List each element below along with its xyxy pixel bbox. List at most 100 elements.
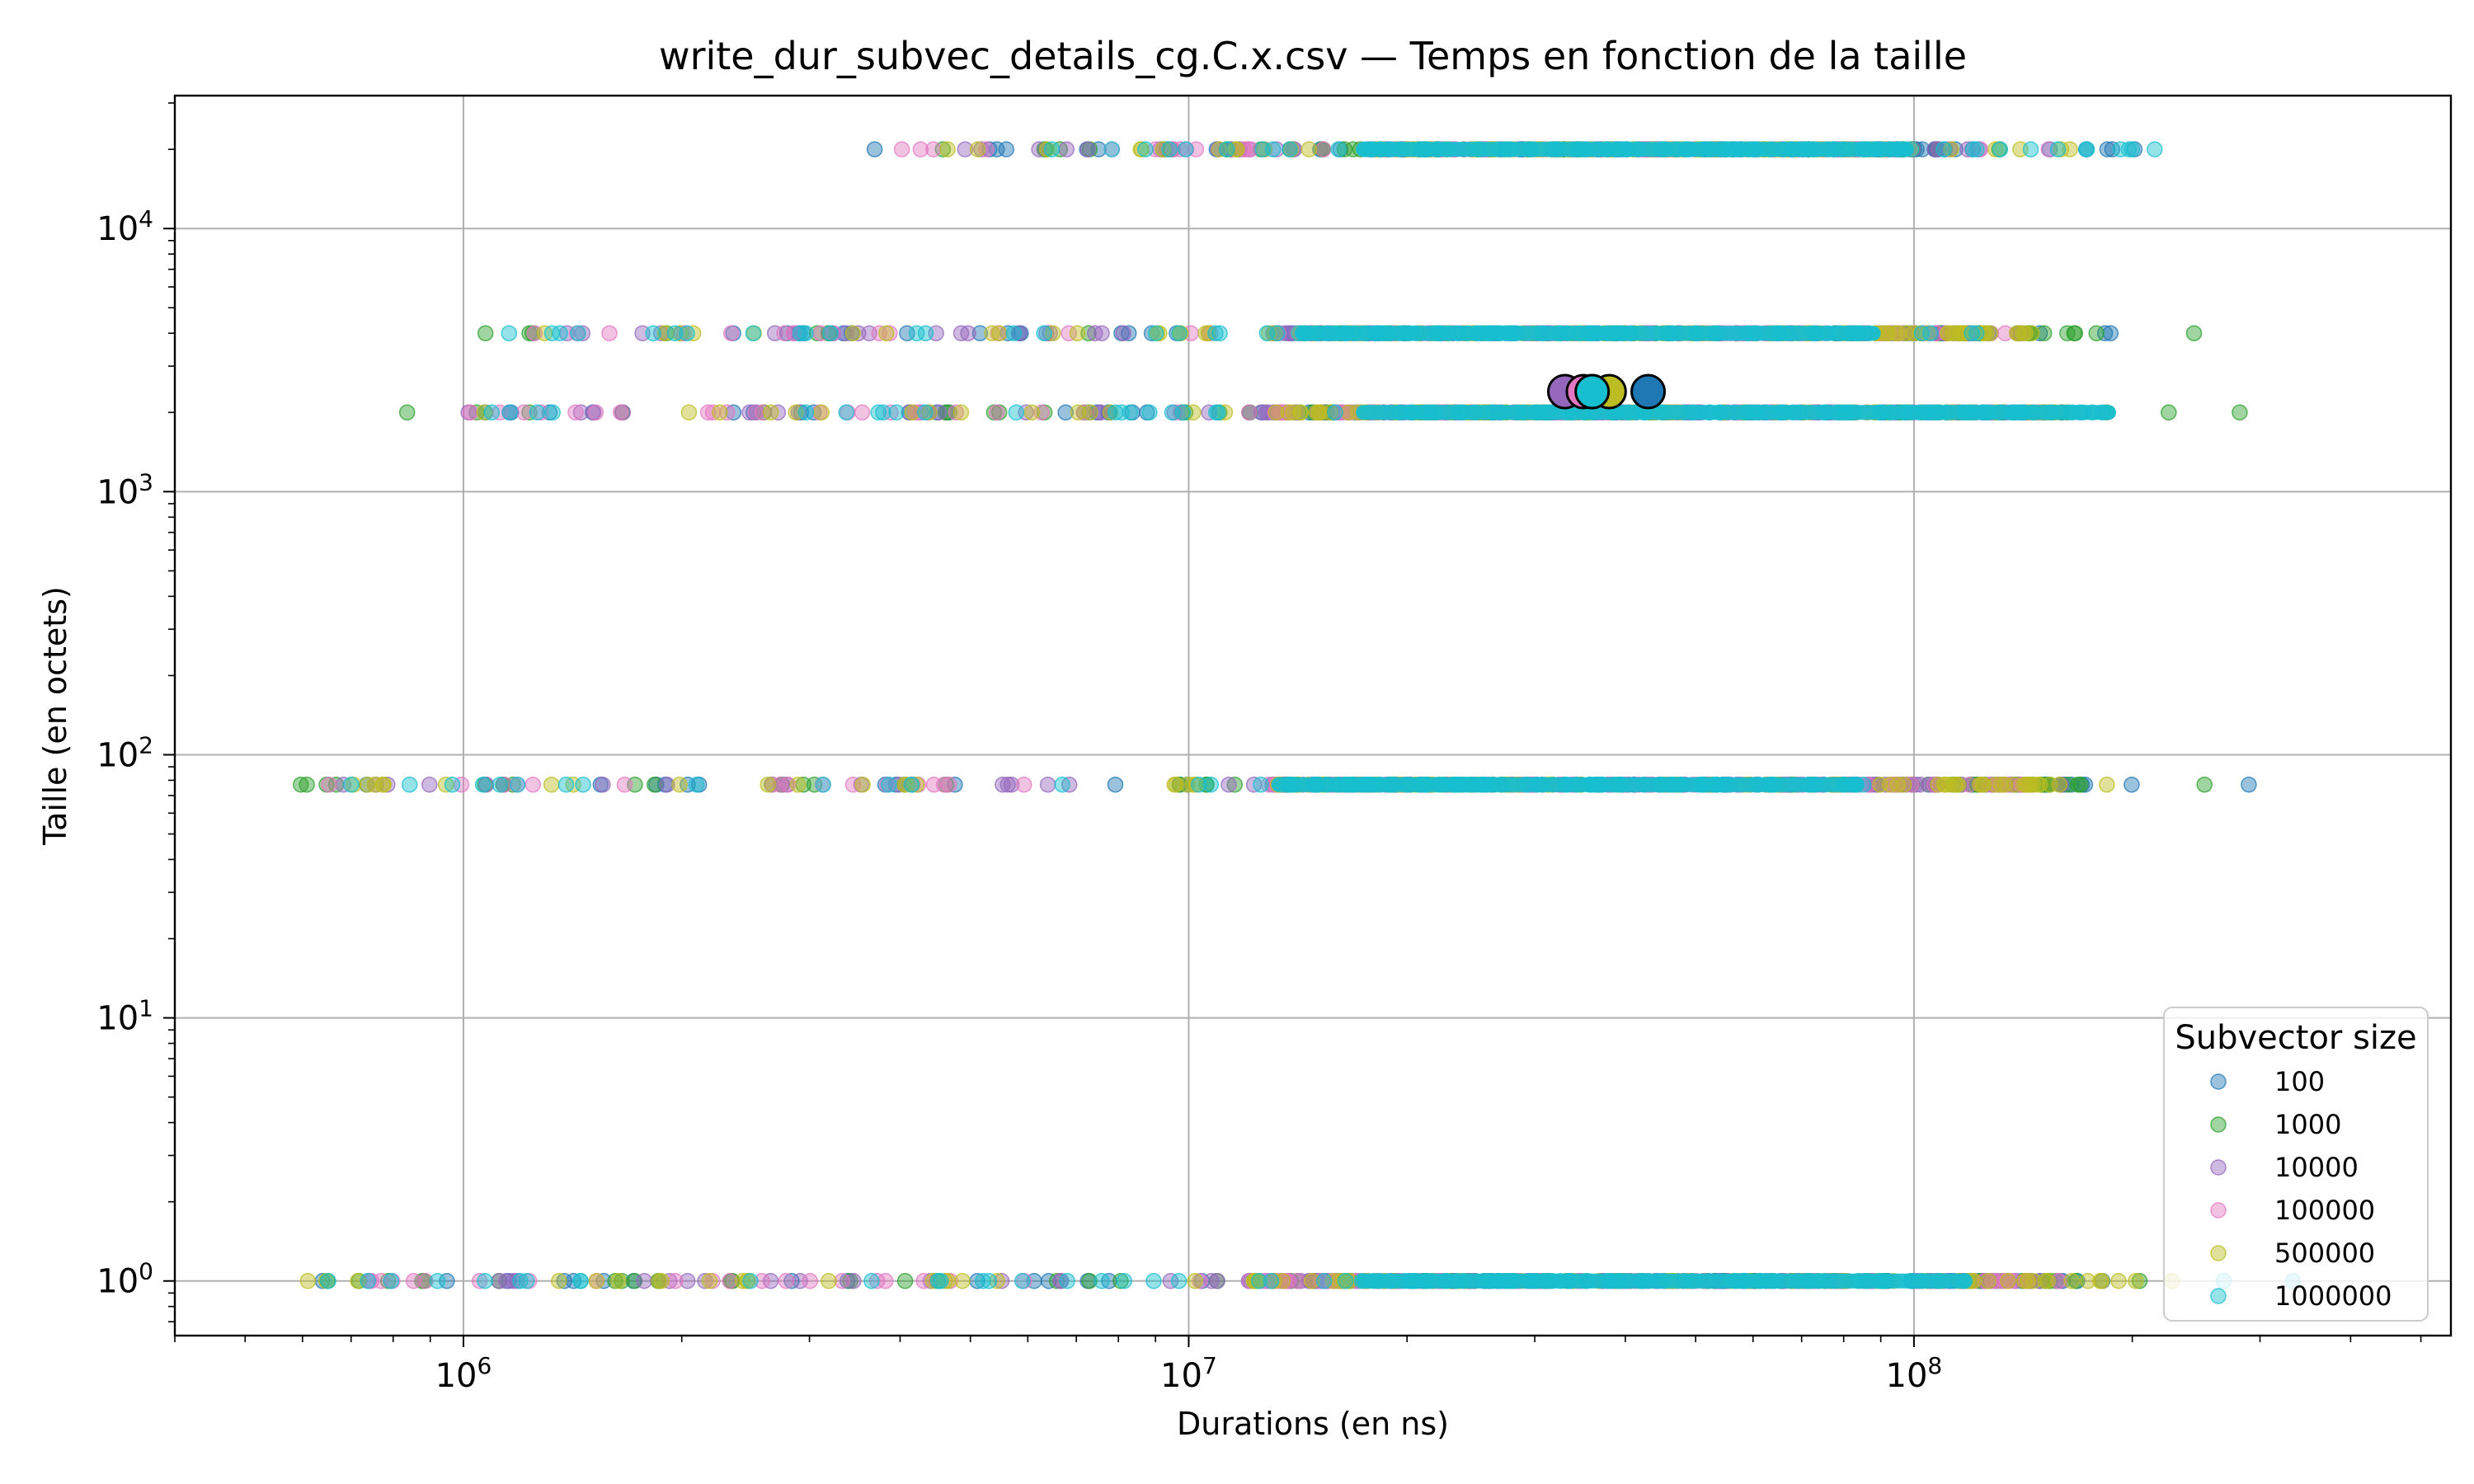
- data-point: [429, 1272, 446, 1289]
- legend-label: 1000000: [2274, 1280, 2392, 1312]
- data-point: [1061, 325, 1077, 341]
- data-point: [1081, 1272, 1098, 1289]
- data-point: [1112, 1272, 1129, 1289]
- data-point: [1310, 404, 1328, 421]
- data-point: [712, 404, 728, 421]
- data-point: [903, 776, 920, 793]
- data-point: [850, 325, 867, 341]
- data-point: [802, 1272, 819, 1289]
- data-point: [398, 404, 416, 421]
- data-point: [792, 325, 809, 341]
- data-point: [904, 404, 920, 421]
- data-point: [1052, 1272, 1070, 1289]
- data-point: [932, 1272, 949, 1289]
- data-point: [477, 325, 494, 341]
- legend-marker: [2210, 1116, 2227, 1133]
- data-point: [679, 1272, 696, 1289]
- data-points: [293, 141, 2302, 1289]
- data-point: [474, 776, 492, 793]
- data-point: [2011, 325, 2027, 341]
- data-point: [1171, 325, 1188, 341]
- y-tick-base: 10: [96, 1263, 139, 1301]
- data-point: [809, 325, 825, 341]
- data-point: [1269, 325, 1286, 341]
- legend-label: 100: [2274, 1066, 2325, 1097]
- data-point: [863, 1272, 880, 1289]
- data-point: [363, 1272, 380, 1289]
- data-point: [993, 1272, 1010, 1289]
- data-point: [1947, 776, 1964, 793]
- data-point: [1082, 404, 1098, 421]
- data-point: [360, 1272, 376, 1289]
- data-point: [483, 404, 501, 421]
- data-point: [293, 776, 309, 793]
- data-point: [2110, 1272, 2127, 1289]
- data-point: [1115, 325, 1131, 341]
- data-point: [741, 404, 758, 421]
- data-point: [1122, 404, 1139, 421]
- x-tick-exponent: 6: [477, 1352, 492, 1379]
- data-point: [610, 1272, 627, 1289]
- y-tick-base: 10: [96, 210, 139, 248]
- data-point: [722, 1272, 738, 1289]
- data-point: [1209, 1272, 1225, 1289]
- data-point: [551, 1272, 567, 1289]
- data-point: [1133, 141, 1150, 157]
- series-1000000-core: [1271, 142, 2117, 1289]
- data-point: [701, 1272, 718, 1289]
- data-point: [512, 1272, 529, 1289]
- legend-marker: [2210, 1202, 2227, 1219]
- data-point: [688, 776, 705, 793]
- data-point: [1895, 776, 1912, 793]
- data-point: [930, 404, 948, 421]
- data-point: [898, 776, 915, 793]
- data-point: [1913, 325, 1931, 341]
- data-point: [572, 1272, 589, 1289]
- data-point: [2040, 141, 2057, 157]
- data-point: [636, 1272, 652, 1289]
- x-tick-label: 107: [1160, 1352, 1217, 1395]
- data-point: [952, 404, 970, 421]
- data-point: [667, 1272, 684, 1289]
- data-point: [1094, 325, 1110, 341]
- data-point: [870, 404, 887, 421]
- data-point: [1059, 1272, 1075, 1289]
- data-point: [806, 776, 823, 793]
- data-point: [1968, 141, 1985, 157]
- data-point: [838, 404, 854, 421]
- data-point: [1162, 1272, 1179, 1289]
- data-point: [2196, 776, 2213, 793]
- data-point: [1087, 325, 1103, 341]
- data-point: [477, 1272, 493, 1289]
- data-point: [1094, 1272, 1110, 1289]
- data-point: [614, 1272, 630, 1289]
- y-tick-exponent: 1: [139, 995, 153, 1022]
- data-point: [2000, 1272, 2016, 1289]
- data-point: [1253, 776, 1269, 793]
- grid-lines: [175, 96, 2451, 1336]
- data-point: [1058, 141, 1075, 157]
- data-point: [2020, 776, 2037, 793]
- data-point: [742, 1272, 759, 1289]
- legend-label: 10000: [2274, 1152, 2359, 1183]
- data-point: [1935, 141, 1952, 157]
- data-point: [1987, 776, 2004, 793]
- data-point: [1940, 776, 1958, 793]
- y-tick-label: 104: [96, 205, 153, 248]
- data-point: [653, 1272, 670, 1289]
- data-point: [1091, 404, 1108, 421]
- data-point: [821, 1272, 837, 1289]
- data-point: [1303, 1272, 1320, 1289]
- dense-point-band: [1356, 142, 1914, 157]
- data-point: [1174, 404, 1192, 421]
- data-point: [492, 776, 508, 793]
- legend-label: 100000: [2274, 1195, 2375, 1226]
- x-tick-base: 10: [435, 1357, 477, 1395]
- data-point: [1003, 776, 1020, 793]
- data-point: [471, 1272, 488, 1289]
- data-point: [552, 325, 568, 341]
- data-point: [1980, 1272, 1997, 1289]
- chart-title: write_dur_subvec_details_cg.C.x.csv — Te…: [659, 34, 1967, 78]
- data-point: [401, 776, 418, 793]
